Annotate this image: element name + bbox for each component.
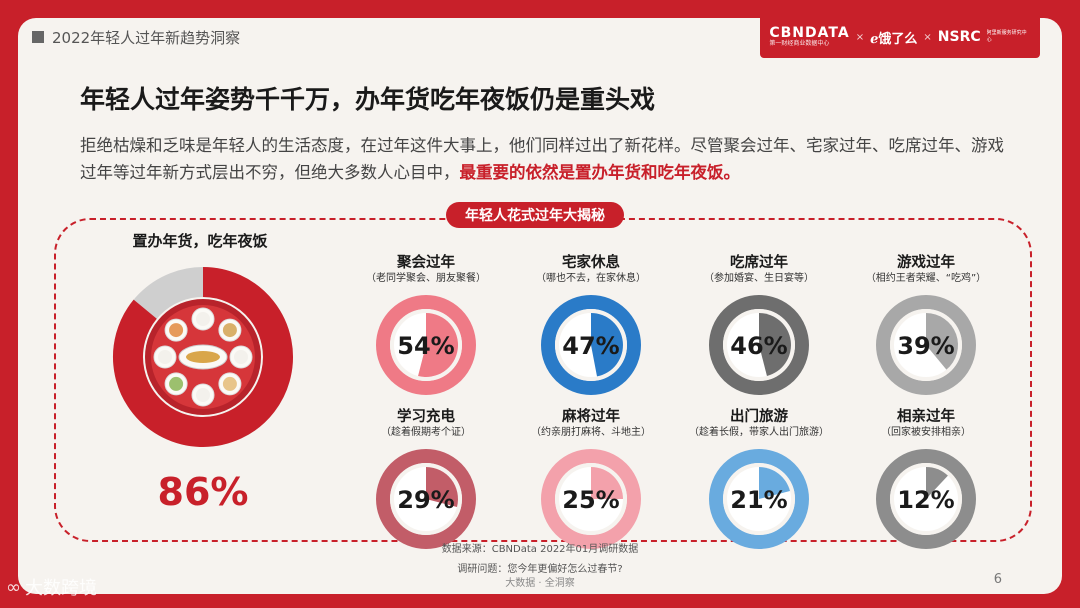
page-number: 6 (993, 572, 1002, 587)
mini-chart-title: 相亲过年 (897, 409, 955, 425)
mini-chart-subtitle: （哪也不去，在家休息） (536, 273, 646, 284)
watermark: ∞ 大数跨境 (6, 574, 97, 600)
mini-donut-chart: 12% (876, 449, 976, 549)
mini-donut-segment (591, 467, 623, 499)
page-title: 年轻人过年姿势千千万，办年货吃年夜饭仍是重头戏 (80, 85, 656, 114)
mini-chart-item: 出门旅游 （趁着长假，带家人出门旅游） 21% (679, 408, 839, 552)
mini-chart-subtitle: （参加婚宴、生日宴等） (704, 273, 814, 284)
mini-donut-track (376, 449, 476, 549)
description-text: 拒绝枯燥和乏味是年轻人的生活态度，在过年这件大事上，他们同样过出了新花样。尽管聚… (80, 136, 1004, 182)
times-icon: × (855, 31, 865, 43)
mini-chart-value: 29% (397, 486, 454, 514)
mini-donut-segment (591, 313, 623, 377)
slide: 2022年轻人过年新趋势洞察 CBNDATA 第一财经商业数据中心 × ℯ饿了么… (18, 18, 1062, 594)
mini-chart-item: 聚会过年 （老同学聚会、朋友聚餐） 54% (346, 254, 506, 398)
mini-chart-title: 宅家休息 (562, 255, 620, 271)
mini-donut-track (541, 295, 641, 395)
mini-donut-track (876, 295, 976, 395)
mini-chart-subtitle: （相约王者荣耀、“吃鸡”） (865, 273, 987, 284)
mini-donut-segment (926, 467, 948, 499)
mini-chart-value: 39% (897, 332, 954, 360)
mini-chart-value: 21% (730, 486, 787, 514)
mini-chart-title: 出门旅游 (730, 409, 788, 425)
cbndata-logo-subtitle: 第一财经商业数据中心 (769, 40, 830, 47)
main-chart-value: 86% (157, 470, 249, 514)
watermark-label: 大数跨境 (25, 578, 97, 599)
mini-donut-track (876, 449, 976, 549)
mini-chart-value: 25% (562, 486, 619, 514)
main-chart-label: 置办年货，吃年夜饭 (132, 232, 268, 250)
description-highlight: 最重要的依然是置办年货和吃年夜饭。 (459, 163, 741, 182)
mini-chart-value: 12% (897, 486, 954, 514)
mini-donut-chart: 29% (376, 449, 476, 549)
main-donut-chart (113, 267, 293, 447)
mini-chart-title: 聚会过年 (397, 255, 455, 271)
section-header-label: 2022年轻人过年新趋势洞察 (52, 28, 241, 47)
mini-donut-track (376, 295, 476, 395)
mini-chart-subtitle: （约亲朋打麻将、斗地主） (531, 427, 651, 438)
eleme-e-icon: ℯ (870, 31, 879, 47)
mini-donut-segment (759, 313, 791, 376)
mini-donut-chart: 25% (541, 449, 641, 549)
page-description: 拒绝枯燥和乏味是年轻人的生活态度，在过年这件大事上，他们同样过出了新花样。尽管聚… (80, 132, 1010, 186)
mini-donut-segment (926, 313, 959, 370)
partner-logos: CBNDATA 第一财经商业数据中心 × ℯ饿了么 × NSRC 阿里新服务研究… (760, 18, 1040, 58)
mini-chart-item: 吃席过年 （参加婚宴、生日宴等） 46% (679, 254, 839, 398)
mini-donut-segment (418, 313, 459, 377)
brand-slogan: 大数据 · 全洞察 (505, 578, 575, 589)
mini-donut-track (709, 449, 809, 549)
mini-chart-item: 游戏过年 （相约王者荣耀、“吃鸡”） 39% (846, 254, 1006, 398)
data-source: 数据来源：CBNData 2022年01月调研数据 (441, 544, 639, 555)
watermark-logo-icon: ∞ (6, 576, 21, 598)
mini-chart-item: 麻将过年 （约亲朋打麻将、斗地主） 25% (511, 408, 671, 552)
nsrc-logo: NSRC (937, 29, 981, 45)
section-tag: 年轻人花式过年大揭秘 (446, 202, 624, 228)
cbndata-logo: CBNDATA 第一财经商业数据中心 (769, 25, 850, 47)
main-donut-segment (113, 267, 293, 447)
mini-chart-item: 宅家休息 （哪也不去，在家休息） 47% (511, 254, 671, 398)
mini-chart-subtitle: （回家被安排相亲） (881, 427, 971, 438)
survey-question: 调研问题：您今年更偏好怎么过春节? (457, 564, 623, 575)
mini-chart-title: 麻将过年 (562, 409, 620, 425)
mini-chart-value: 46% (730, 332, 787, 360)
mini-donut-segment (426, 467, 458, 507)
mini-donut-chart: 47% (541, 295, 641, 395)
mini-chart-subtitle: （趁着长假，带家人出门旅游） (689, 427, 829, 438)
eleme-logo: ℯ饿了么 (870, 31, 918, 47)
feast-plate-icon (145, 299, 261, 415)
mini-donut-segment (759, 467, 790, 499)
times-icon: × (923, 31, 932, 43)
mini-donut-track (709, 295, 809, 395)
mini-chart-value: 47% (562, 332, 619, 360)
mini-chart-item: 相亲过年 （回家被安排相亲） 12% (846, 408, 1006, 552)
mini-donut-chart: 21% (709, 449, 809, 549)
mini-donut-chart: 54% (376, 295, 476, 395)
mini-donut-chart: 46% (709, 295, 809, 395)
square-bullet-icon (32, 31, 44, 43)
mini-donut-track (541, 449, 641, 549)
mini-chart-title: 学习充电 (397, 409, 455, 425)
mini-chart-title: 吃席过年 (730, 255, 788, 271)
mini-chart-value: 54% (397, 332, 454, 360)
mini-donut-chart: 39% (876, 295, 976, 395)
mini-chart-subtitle: （趁着假期考个证） (381, 427, 471, 438)
section-header: 2022年轻人过年新趋势洞察 (32, 24, 240, 50)
mini-chart-title: 游戏过年 (897, 255, 955, 271)
mini-chart-subtitle: （老同学聚会、朋友聚餐） (366, 273, 486, 284)
mini-chart-item: 学习充电 （趁着假期考个证） 29% (346, 408, 506, 552)
nsrc-logo-subtitle: 阿里新服务研究中心 (986, 30, 1027, 43)
